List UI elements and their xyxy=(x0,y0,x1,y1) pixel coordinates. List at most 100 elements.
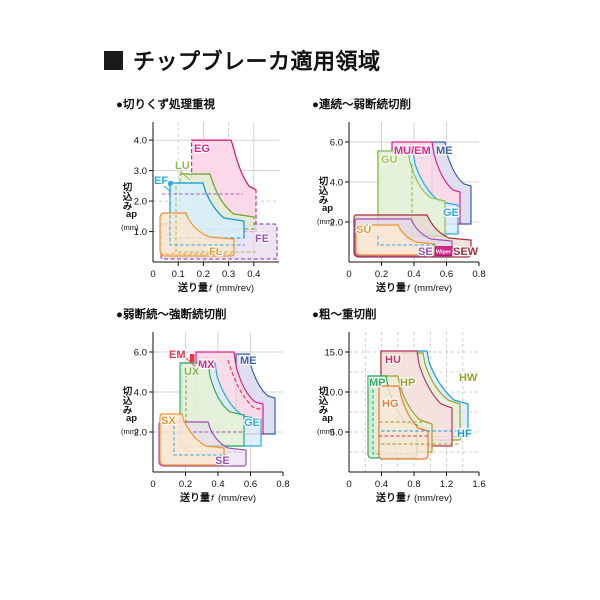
xtick-3: 0.8 xyxy=(407,479,420,490)
region-label-FL: FL xyxy=(209,246,223,258)
yaxis-title-sym: ap xyxy=(126,413,137,424)
region-label-FE: FE xyxy=(255,233,269,245)
panel-continuous: ●連続～弱断続切削 xyxy=(312,96,492,296)
xaxis-title-sym: f xyxy=(209,283,213,294)
region-label-HG: HG xyxy=(382,398,399,410)
region-label-MX: MX xyxy=(198,359,215,371)
region-SX xyxy=(159,413,226,466)
yaxis-title-unit: (mm) xyxy=(317,427,335,436)
xtick-5: 0.8 xyxy=(276,479,289,490)
panel-interrupted-title: ●弱断続～強断続切削 xyxy=(116,309,227,321)
panel-continuous-title: ●連続～弱断続切削 xyxy=(312,99,411,111)
region-label-UX: UX xyxy=(184,366,200,378)
region-HG xyxy=(378,385,429,460)
page-title-text: チップブレーカ適用領域 xyxy=(133,49,381,74)
xtick-2: 0.1 xyxy=(172,269,185,280)
ytick-1: 1.0 xyxy=(134,227,147,238)
xtick-1: 0 xyxy=(346,269,351,280)
xaxis-title-jp: 送り量 xyxy=(179,491,210,504)
yaxis-title-sym: ap xyxy=(322,413,333,424)
region-label-SX: SX xyxy=(161,415,176,427)
wiper-badge-text: Wiper xyxy=(436,249,452,255)
ytick-2: 10.0 xyxy=(325,388,344,399)
xtick-4: 0.3 xyxy=(222,269,235,280)
xaxis-title-sym: f xyxy=(407,283,411,294)
region-label-SEW: SEW xyxy=(453,246,479,258)
xtick-3: 0.2 xyxy=(197,269,210,280)
region-label-HW: HW xyxy=(459,372,478,384)
axes xyxy=(149,332,284,476)
chart-rough-heavy: HU MP HP HG HW HF 5.0 10. xyxy=(317,332,486,504)
xtick-4: 0.6 xyxy=(244,479,257,490)
yaxis-title-jp: 切込み xyxy=(317,176,329,205)
ytick-1: 2.0 xyxy=(330,218,343,229)
panel-rough-heavy-title: ●粗～重切削 xyxy=(312,309,377,321)
region-label-GU: GU xyxy=(381,154,398,166)
chart-interrupted: EM MX ME UX GE SX SE xyxy=(121,332,290,504)
ytick-1: 5.0 xyxy=(330,428,343,439)
region-label-EF: EF xyxy=(154,175,168,187)
panel-chip-control-chart: EG LU EF FL FE xyxy=(116,114,292,296)
ytick-3: 6.0 xyxy=(330,138,343,149)
region-SU xyxy=(355,224,436,256)
yaxis-title-sym: ap xyxy=(126,209,137,220)
region-label-EG: EG xyxy=(194,143,210,155)
region-label-GE: GE xyxy=(244,417,260,429)
xtick-3: 0.4 xyxy=(211,479,224,490)
xaxis-title-unit: (mm/rev) xyxy=(216,283,254,294)
region-label-HP: HP xyxy=(400,377,415,389)
region-label-SU: SU xyxy=(356,224,371,236)
region-label-ME: ME xyxy=(240,355,257,367)
ytick-2: 2.0 xyxy=(134,197,147,208)
region-label-EM: EM xyxy=(169,349,186,361)
yaxis-title-jp: 切込み xyxy=(317,386,329,415)
panel-chip-control-title: ●切りくず処理重視 xyxy=(116,99,215,111)
region-label-MP: MP xyxy=(369,377,386,389)
yaxis-title-unit: (mm) xyxy=(121,427,139,436)
xtick-2: 0.2 xyxy=(375,269,388,280)
yaxis-title-unit: (mm) xyxy=(121,223,139,232)
xtick-1: 0 xyxy=(150,479,155,490)
ytick-2: 4.0 xyxy=(330,178,343,189)
ytick-3: 3.0 xyxy=(134,166,147,177)
xtick-5: 0.4 xyxy=(247,269,260,280)
xaxis-title-sym: f xyxy=(211,493,215,504)
ytick-3: 6.0 xyxy=(134,348,147,359)
region-label-SE: SE xyxy=(418,246,433,258)
region-label-GE: GE xyxy=(443,207,459,219)
xtick-2: 0.2 xyxy=(179,479,192,490)
panel-chip-control: ●切りくず処理重視 xyxy=(116,96,292,296)
xtick-5: 0.8 xyxy=(472,269,485,280)
filled-square-icon xyxy=(104,50,123,70)
yaxis-title-jp: 切込み xyxy=(121,386,133,415)
region-label-LU: LU xyxy=(175,160,190,172)
xaxis-title-unit: (mm/rev) xyxy=(414,493,452,504)
xaxis-title-unit: (mm/rev) xyxy=(218,493,256,504)
xaxis-title-jp: 送り量 xyxy=(177,281,208,294)
panel-interrupted-chart: EM MX ME UX GE SX SE xyxy=(116,324,296,506)
xtick-1: 0 xyxy=(150,269,155,280)
wiper-badge: Wiper xyxy=(434,246,453,256)
yaxis-title-jp: 切込み xyxy=(121,182,133,211)
yaxis-title-unit: (mm) xyxy=(317,217,335,226)
axes xyxy=(345,332,480,476)
axes xyxy=(149,122,279,266)
panel-rough-heavy-chart: HU MP HP HG HW HF 5.0 10. xyxy=(312,324,492,506)
chart-chip-control: EG LU EF FL FE xyxy=(121,122,279,294)
xtick-2: 0.4 xyxy=(375,479,388,490)
region-label-HU: HU xyxy=(385,354,401,366)
xtick-3: 0.4 xyxy=(407,269,420,280)
ytick-1: 2.0 xyxy=(134,428,147,439)
xtick-4: 0.6 xyxy=(440,269,453,280)
panel-interrupted: ●弱断続～強断続切削 xyxy=(116,306,296,506)
xtick-1: 0 xyxy=(346,479,351,490)
xaxis-title-jp: 送り量 xyxy=(375,281,406,294)
xtick-4: 1.2 xyxy=(440,479,453,490)
xtick-5: 1.6 xyxy=(472,479,485,490)
yaxis-title-sym: ap xyxy=(322,203,333,214)
xaxis-title-jp: 送り量 xyxy=(375,491,406,504)
ytick-2: 4.0 xyxy=(134,388,147,399)
panel-rough-heavy: ●粗～重切削 xyxy=(312,306,492,506)
xaxis-title-sym: f xyxy=(407,493,411,504)
